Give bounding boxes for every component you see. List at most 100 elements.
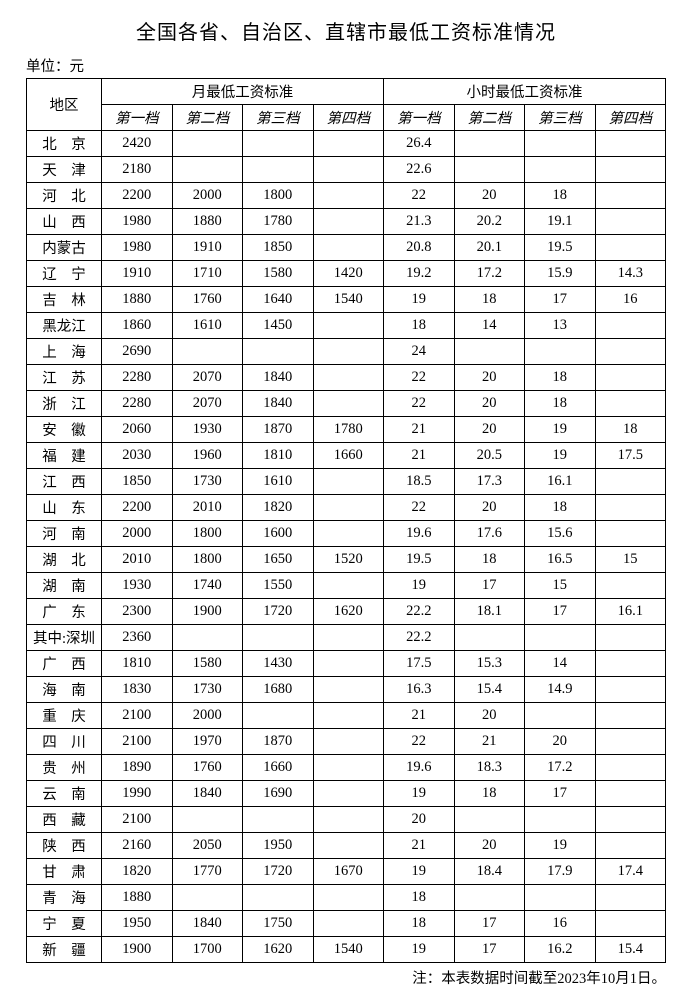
monthly-cell (243, 885, 314, 911)
hourly-cell: 22 (384, 391, 455, 417)
region-cell: 山 东 (27, 495, 102, 521)
hourly-cell (595, 131, 666, 157)
hourly-cell: 19.6 (384, 521, 455, 547)
hourly-cell (525, 131, 596, 157)
hourly-cell: 19.5 (384, 547, 455, 573)
monthly-cell: 1640 (243, 287, 314, 313)
monthly-cell (313, 833, 384, 859)
hourly-cell (525, 157, 596, 183)
monthly-cell: 2280 (102, 391, 173, 417)
hourly-cell (595, 469, 666, 495)
hourly-cell: 20 (454, 183, 525, 209)
hourly-cell (595, 313, 666, 339)
monthly-cell: 1750 (243, 911, 314, 937)
monthly-cell (243, 131, 314, 157)
monthly-cell: 1850 (102, 469, 173, 495)
monthly-cell: 1720 (243, 859, 314, 885)
monthly-cell: 1660 (313, 443, 384, 469)
hourly-cell: 20.2 (454, 209, 525, 235)
hourly-cell (595, 625, 666, 651)
monthly-cell (313, 157, 384, 183)
hourly-cell (595, 703, 666, 729)
monthly-cell: 1670 (313, 859, 384, 885)
hourly-cell (454, 131, 525, 157)
hourly-cell (525, 885, 596, 911)
hourly-cell: 18 (454, 781, 525, 807)
hourly-cell (525, 625, 596, 651)
hourly-cell: 21 (384, 833, 455, 859)
monthly-cell: 2030 (102, 443, 173, 469)
hourly-cell: 21.3 (384, 209, 455, 235)
region-cell: 四 川 (27, 729, 102, 755)
tier-h4: 第四档 (595, 105, 666, 131)
region-cell: 江 苏 (27, 365, 102, 391)
region-cell: 江 西 (27, 469, 102, 495)
monthly-cell: 2010 (172, 495, 243, 521)
table-row: 内蒙古19801910185020.820.119.5 (27, 235, 666, 261)
monthly-cell (313, 729, 384, 755)
hourly-cell: 17.3 (454, 469, 525, 495)
hourly-cell: 15 (595, 547, 666, 573)
hourly-cell: 18 (454, 547, 525, 573)
hourly-cell: 19.5 (525, 235, 596, 261)
monthly-cell: 1760 (172, 755, 243, 781)
monthly-cell (313, 651, 384, 677)
monthly-cell (313, 235, 384, 261)
monthly-cell (172, 807, 243, 833)
region-cell: 吉 林 (27, 287, 102, 313)
hourly-cell: 17.2 (454, 261, 525, 287)
monthly-cell: 1810 (243, 443, 314, 469)
monthly-cell: 1840 (243, 391, 314, 417)
monthly-cell: 1730 (172, 677, 243, 703)
monthly-cell: 2100 (102, 807, 173, 833)
hourly-cell: 16 (595, 287, 666, 313)
hourly-cell (454, 807, 525, 833)
hourly-cell: 13 (525, 313, 596, 339)
hourly-cell: 16 (525, 911, 596, 937)
table-row: 甘 肃18201770172016701918.417.917.4 (27, 859, 666, 885)
hourly-cell: 18 (595, 417, 666, 443)
tier-h3: 第三档 (525, 105, 596, 131)
monthly-cell: 2100 (102, 703, 173, 729)
monthly-cell: 2200 (102, 183, 173, 209)
hourly-cell: 14 (454, 313, 525, 339)
hourly-cell: 22.2 (384, 599, 455, 625)
hourly-cell: 19 (525, 443, 596, 469)
monthly-cell: 2010 (102, 547, 173, 573)
hourly-cell: 20.8 (384, 235, 455, 261)
hourly-cell: 20 (454, 417, 525, 443)
hourly-cell (454, 157, 525, 183)
monthly-cell (313, 703, 384, 729)
hourly-cell: 18 (384, 885, 455, 911)
monthly-cell: 1880 (172, 209, 243, 235)
hourly-cell: 14 (525, 651, 596, 677)
hourly-cell (595, 521, 666, 547)
hourly-cell: 19.2 (384, 261, 455, 287)
table-header: 地区 月最低工资标准 小时最低工资标准 第一档 第二档 第三档 第四档 第一档 … (27, 79, 666, 131)
monthly-cell: 1850 (243, 235, 314, 261)
table-row: 浙 江228020701840222018 (27, 391, 666, 417)
hourly-cell: 20 (525, 729, 596, 755)
monthly-cell: 1980 (102, 235, 173, 261)
monthly-cell: 1800 (243, 183, 314, 209)
hourly-cell: 18 (525, 365, 596, 391)
tier-m4: 第四档 (313, 105, 384, 131)
monthly-cell: 1960 (172, 443, 243, 469)
monthly-cell: 1620 (313, 599, 384, 625)
monthly-cell (313, 573, 384, 599)
monthly-cell: 1840 (172, 911, 243, 937)
monthly-cell: 1700 (172, 937, 243, 963)
footnote: 注：本表数据时间截至2023年10月1日。 (26, 967, 666, 988)
monthly-cell: 1950 (102, 911, 173, 937)
monthly-cell: 1720 (243, 599, 314, 625)
hourly-cell: 18 (525, 183, 596, 209)
monthly-cell: 1660 (243, 755, 314, 781)
table-row: 湖 北201018001650152019.51816.515 (27, 547, 666, 573)
monthly-cell: 1840 (172, 781, 243, 807)
monthly-cell (243, 625, 314, 651)
hourly-cell: 26.4 (384, 131, 455, 157)
region-cell: 浙 江 (27, 391, 102, 417)
table-row: 陕 西216020501950212019 (27, 833, 666, 859)
region-cell: 安 徽 (27, 417, 102, 443)
table-row: 其中:深圳236022.2 (27, 625, 666, 651)
